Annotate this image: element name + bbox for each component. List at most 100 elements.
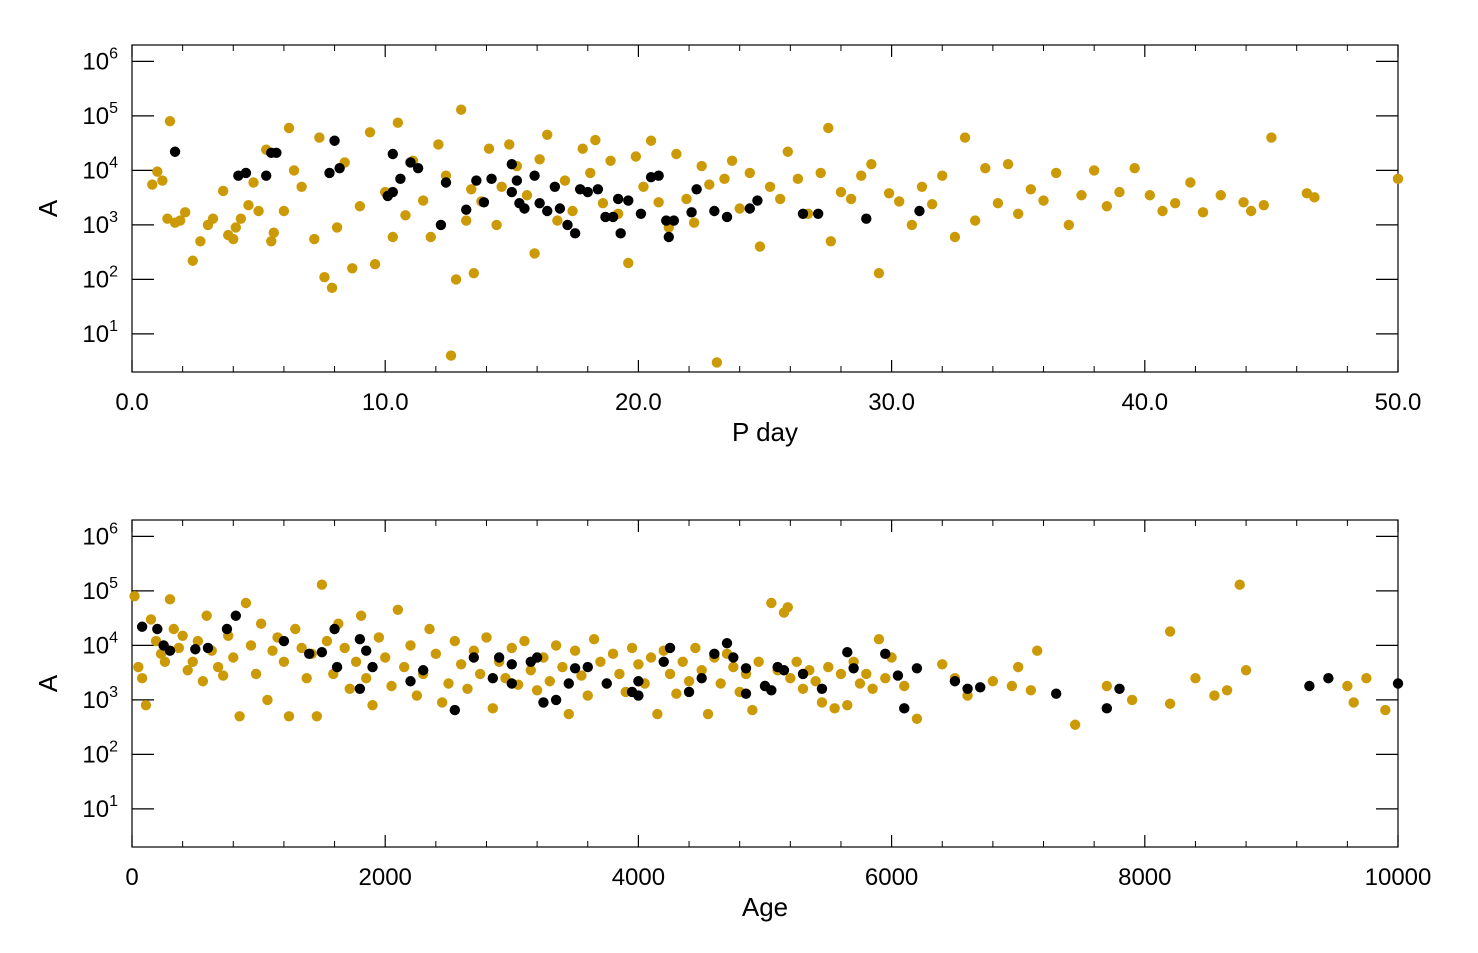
data-point xyxy=(278,635,290,647)
data-point xyxy=(664,642,676,654)
data-point xyxy=(626,642,638,654)
data-point xyxy=(255,618,267,629)
data-point xyxy=(449,635,461,647)
data-point xyxy=(271,147,282,159)
y-tick-label: 103 xyxy=(82,684,118,714)
x-tick-label: 2000 xyxy=(359,864,412,891)
data-point xyxy=(880,648,891,660)
data-point xyxy=(354,683,366,694)
data-point xyxy=(1101,680,1113,692)
data-point xyxy=(753,656,764,668)
data-point xyxy=(468,267,480,279)
data-point xyxy=(466,184,477,195)
data-point xyxy=(364,127,376,138)
data-point xyxy=(417,665,429,676)
data-point xyxy=(969,215,981,226)
data-point xyxy=(173,642,185,654)
data-point xyxy=(321,635,333,647)
data-point xyxy=(433,139,444,150)
data-point xyxy=(150,635,162,647)
data-point xyxy=(436,697,448,708)
chart-panel-2: 0 2000 4000 6000 8000 10000 101 102 103 104 105 106… xyxy=(33,519,1431,922)
data-point xyxy=(1013,661,1024,673)
y-tick-label: 106 xyxy=(82,45,118,75)
data-point xyxy=(726,155,738,167)
data-point xyxy=(361,645,372,656)
data-point xyxy=(1258,199,1270,211)
data-point xyxy=(329,135,340,146)
y-tick-label: 104 xyxy=(82,629,118,659)
data-point xyxy=(1323,673,1334,684)
data-point xyxy=(1342,680,1353,692)
data-point xyxy=(417,195,429,206)
data-point xyxy=(987,676,999,687)
data-point xyxy=(168,623,179,635)
data-point xyxy=(1266,132,1277,143)
data-point xyxy=(582,690,593,701)
data-point xyxy=(949,231,961,243)
data-point xyxy=(506,642,517,654)
data-point xyxy=(290,623,301,635)
data-point xyxy=(664,668,676,680)
data-point xyxy=(747,704,758,716)
data-point xyxy=(133,661,144,673)
data-point xyxy=(766,597,777,609)
data-point xyxy=(597,198,609,209)
data-point xyxy=(1245,205,1257,217)
data-point xyxy=(582,186,593,198)
data-point xyxy=(728,652,739,663)
data-point xyxy=(174,215,186,226)
data-point xyxy=(691,184,702,195)
data-point xyxy=(187,656,198,668)
data-point xyxy=(668,215,680,226)
data-point xyxy=(681,193,692,205)
data-point xyxy=(592,184,604,195)
data-point xyxy=(392,604,404,616)
data-point xyxy=(468,652,480,663)
data-point xyxy=(491,219,502,231)
data-point xyxy=(309,233,320,245)
data-point xyxy=(217,185,229,197)
data-point xyxy=(595,656,606,668)
data-point xyxy=(1101,703,1113,714)
data-point xyxy=(248,177,259,188)
data-point xyxy=(911,713,923,725)
data-point xyxy=(487,673,499,684)
data-point xyxy=(1348,697,1359,708)
data-point xyxy=(1088,165,1100,176)
data-point xyxy=(816,697,828,708)
data-point xyxy=(550,640,562,651)
data-point xyxy=(866,158,877,170)
data-point xyxy=(766,685,777,696)
data-point xyxy=(563,708,574,720)
data-point xyxy=(569,663,581,674)
data-point xyxy=(638,181,649,193)
data-point xyxy=(1215,190,1226,201)
data-point xyxy=(677,656,688,668)
data-point xyxy=(671,148,682,160)
data-point xyxy=(797,208,809,219)
data-point xyxy=(511,175,523,186)
plot-frame xyxy=(131,44,1399,373)
data-point xyxy=(190,644,201,655)
data-point xyxy=(559,175,571,186)
data-point xyxy=(744,167,756,179)
data-point xyxy=(1209,690,1220,701)
data-point xyxy=(661,215,672,226)
data-point xyxy=(645,135,657,146)
x-tick-label: 0 xyxy=(125,864,138,891)
data-point xyxy=(835,668,847,680)
data-point xyxy=(588,633,600,645)
data-point xyxy=(812,208,824,219)
data-point xyxy=(612,193,624,205)
data-point xyxy=(234,711,245,722)
data-point xyxy=(493,652,505,663)
data-point xyxy=(562,219,573,231)
data-point xyxy=(816,683,828,694)
data-point xyxy=(534,198,545,209)
data-point xyxy=(1025,184,1037,195)
data-point xyxy=(529,248,540,259)
data-point xyxy=(1114,683,1125,694)
data-point xyxy=(319,271,330,283)
